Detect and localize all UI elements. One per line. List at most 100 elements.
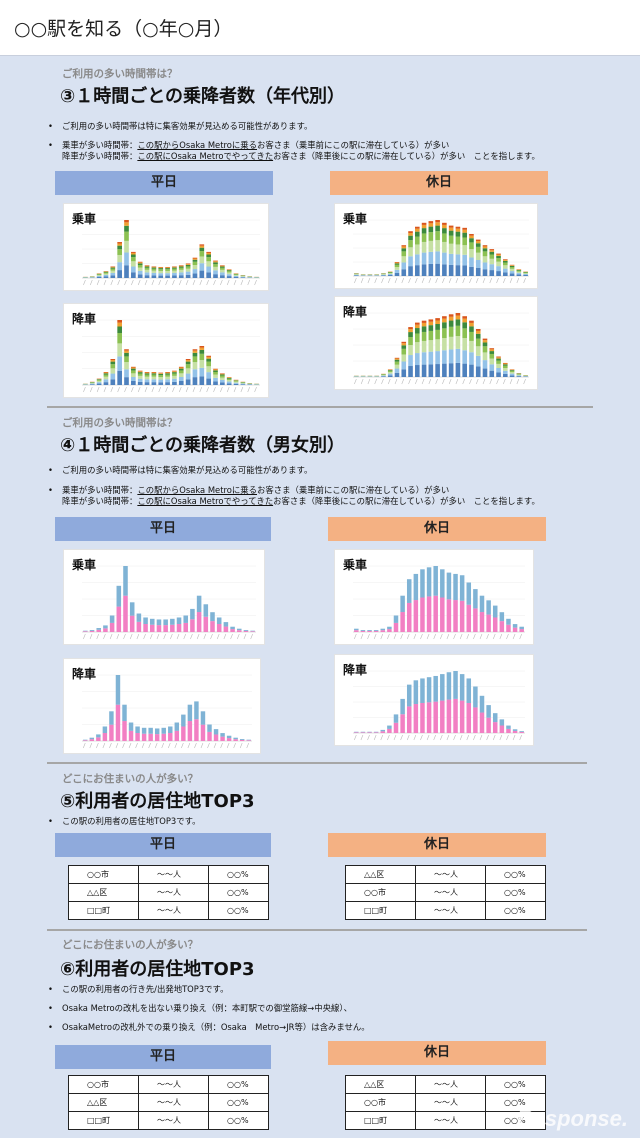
chart-tick-label xyxy=(83,279,86,286)
chart-tick-label xyxy=(116,633,120,640)
chart-bar-segment xyxy=(96,380,102,383)
chart-tick-label xyxy=(96,386,100,393)
chart-bar-segment xyxy=(206,366,211,373)
table-row: △△区 ～～人 ○○% xyxy=(68,883,269,902)
chart-bar-segment xyxy=(103,272,109,274)
chart-bar-segment xyxy=(213,377,218,382)
chart-sex-holiday-board: 乗車 xyxy=(334,549,534,645)
chart-bar-segment xyxy=(103,372,109,373)
sec4-holiday-header: 休日 xyxy=(328,517,546,541)
chart-tick-label xyxy=(128,742,132,749)
chart-bar-segment xyxy=(148,727,153,734)
sec6-bullet-3: OsakaMetroの改札外での乗り換え（例：Osaka Metro→JR等）は… xyxy=(48,1022,370,1033)
chart-bar-segment xyxy=(381,376,386,377)
chart-bar-segment xyxy=(519,626,524,630)
count-cell: ～～人 xyxy=(138,883,209,902)
chart-bar-segment xyxy=(117,245,122,250)
chart-tick-label xyxy=(230,633,233,640)
chart-bar-segment xyxy=(475,355,481,367)
chart-bar-segment xyxy=(442,241,447,253)
chart-bar-segment xyxy=(503,260,508,263)
chart-bar-segment xyxy=(210,621,215,632)
chart-bar-segment xyxy=(192,259,198,262)
chart-bar-segment xyxy=(239,739,245,741)
chart-bar-segment xyxy=(131,381,136,385)
chart-bar-segment xyxy=(144,372,150,374)
section-divider xyxy=(47,762,587,764)
chart-bar-segment xyxy=(455,244,461,255)
chart-bar-segment xyxy=(172,373,177,376)
chart-tick-label xyxy=(374,277,377,284)
chart-label-board: 乗車 xyxy=(72,558,97,572)
chart-bar-segment xyxy=(196,595,202,613)
chart-bar-segment xyxy=(400,714,405,733)
chart-bar-segment xyxy=(394,262,400,263)
chart-bar-segment xyxy=(194,719,199,741)
chart-label-alight: 降車 xyxy=(72,667,97,681)
chart-bar-segment xyxy=(109,724,114,741)
chart-tick-label xyxy=(354,734,357,741)
chart-bar-segment xyxy=(178,367,184,369)
chart-bar-segment xyxy=(516,273,522,275)
chart-bar-segment xyxy=(503,373,508,377)
chart-bar-segment xyxy=(226,269,232,271)
chart-bar-segment xyxy=(503,364,508,366)
chart-bar-segment xyxy=(373,630,379,631)
chart-bar-segment xyxy=(129,602,135,616)
chart-bar-segment xyxy=(367,732,372,733)
chart-bar-segment xyxy=(466,604,472,632)
chart-bar-segment xyxy=(230,626,235,630)
chart-bar-segment xyxy=(206,356,211,359)
chart-bar-segment xyxy=(165,275,170,278)
chart-bar-segment xyxy=(213,372,218,375)
chart-bar-segment xyxy=(435,339,440,352)
chart-svg xyxy=(82,674,252,749)
chart-bar-segment xyxy=(415,324,420,329)
chart-bar-segment xyxy=(115,704,121,741)
chart-bar-segment xyxy=(124,349,129,351)
chart-tick-label xyxy=(83,386,86,393)
chart-tick-label xyxy=(156,633,160,640)
chart-bar-segment xyxy=(117,333,122,344)
chart-bar-segment xyxy=(124,356,129,363)
chart-bar-segment xyxy=(435,231,440,241)
chart-tick-label xyxy=(123,633,126,640)
chart-tick-label xyxy=(109,742,112,749)
chart-bar-segment xyxy=(394,372,400,377)
chart-bar-segment xyxy=(459,674,465,701)
chart-bar-segment xyxy=(103,271,109,273)
chart-bar-segment xyxy=(354,732,359,733)
chart-tick-label xyxy=(462,277,465,284)
chart-bar-segment xyxy=(442,233,447,242)
chart-bar-segment xyxy=(178,269,184,273)
chart-bar-segment xyxy=(394,269,400,273)
chart-bar-segment xyxy=(421,320,427,323)
chart-bar-segment xyxy=(220,373,225,375)
count-cell: ～～人 xyxy=(415,865,486,884)
chart-tick-label xyxy=(148,742,151,749)
chart-bar-segment xyxy=(239,739,245,740)
chart-bar-segment xyxy=(192,261,198,266)
chart-tick-label xyxy=(401,378,405,385)
chart-bar-segment xyxy=(226,276,232,278)
chart-bar-segment xyxy=(354,628,359,631)
chart-bar-segment xyxy=(428,223,434,227)
chart-bar-segment xyxy=(482,246,488,249)
table-row: □□町 ～～人 ○○% xyxy=(345,901,546,920)
chart-bar-segment xyxy=(408,337,413,346)
chart-bar-segment xyxy=(426,567,432,597)
chart-tick-label xyxy=(254,279,257,286)
chart-bar-segment xyxy=(124,352,129,357)
chart-svg xyxy=(353,219,529,284)
chart-bar-segment xyxy=(466,702,472,733)
chart-bar-segment xyxy=(203,616,209,632)
chart-tick-label xyxy=(250,633,253,640)
chart-tick-label xyxy=(223,633,227,640)
chart-bar-segment xyxy=(124,222,129,226)
chart-tick-label xyxy=(187,742,191,749)
chart-tick-label xyxy=(103,386,107,393)
chart-bar-segment xyxy=(428,240,434,252)
chart-bar-segment xyxy=(178,265,184,267)
chart-bar-segment xyxy=(216,624,222,632)
percent-cell: ○○% xyxy=(485,901,546,920)
